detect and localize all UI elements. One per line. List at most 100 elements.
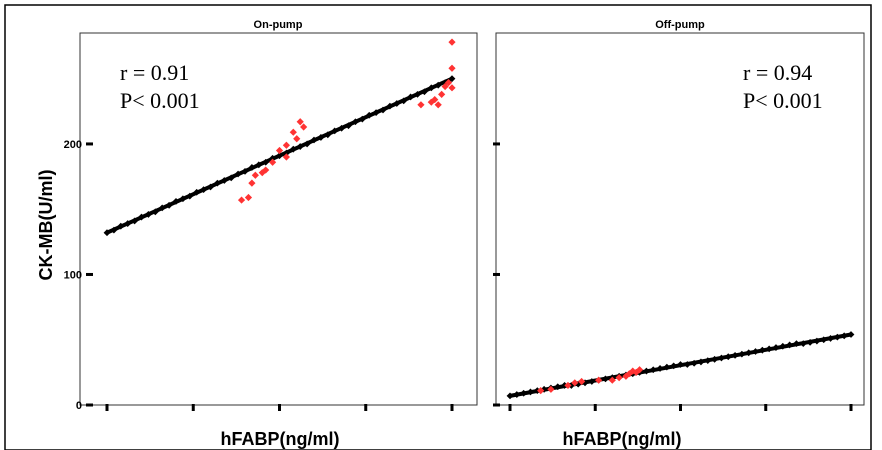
data-point — [441, 82, 449, 91]
fit-point — [690, 359, 698, 367]
annotation-r-on-pump: r = 0.91 — [120, 60, 189, 85]
fit-point — [718, 354, 725, 362]
fit-point — [186, 192, 194, 200]
fit-point — [276, 152, 283, 160]
fit-point — [643, 367, 650, 375]
fit-point — [289, 145, 297, 153]
fit-point — [670, 362, 678, 370]
fit-point — [448, 75, 456, 83]
fit-point — [407, 93, 414, 101]
fit-point — [758, 346, 766, 354]
fit-point — [165, 201, 173, 209]
fit-point — [269, 154, 276, 162]
fit-point — [214, 179, 221, 187]
fit-point — [779, 342, 787, 350]
data-point — [448, 38, 456, 46]
fit-point — [745, 349, 753, 357]
fit-point — [234, 170, 242, 178]
fit-point — [110, 226, 118, 234]
data-point — [289, 128, 297, 136]
fit-point — [255, 161, 263, 169]
fit-point — [513, 391, 521, 398]
fit-point — [520, 389, 528, 397]
fit-point — [220, 177, 228, 184]
fit-point — [697, 358, 705, 366]
fit-point — [145, 211, 152, 218]
y-tick-label: 0 — [76, 400, 82, 412]
fit-point — [400, 97, 408, 105]
fit-point — [813, 337, 821, 345]
data-point — [417, 101, 425, 109]
fit-point — [711, 355, 718, 363]
fit-point — [379, 106, 387, 114]
fit-point — [303, 140, 311, 148]
data-point — [564, 381, 572, 390]
fit-point — [365, 111, 373, 119]
fit-point — [772, 344, 780, 351]
fit-point — [138, 213, 145, 221]
fit-point — [704, 357, 712, 365]
fit-point — [677, 361, 684, 368]
fit-point — [506, 392, 514, 400]
y-tick-label: 100 — [64, 269, 82, 281]
fit-point — [172, 197, 180, 205]
data-point — [269, 158, 277, 166]
fit-point — [358, 115, 366, 123]
data-point — [262, 166, 270, 174]
data-point — [244, 193, 253, 202]
fit-point — [656, 365, 664, 372]
fit-point — [840, 332, 848, 340]
annotation-p-on-pump: P< 0.001 — [120, 88, 200, 113]
fit-point — [649, 366, 657, 374]
fit-point — [793, 340, 800, 348]
panel-title-off-pump: Off-pump — [655, 19, 705, 31]
fit-point — [193, 188, 201, 196]
data-point — [300, 123, 308, 131]
fit-point — [827, 335, 834, 342]
fit-point — [248, 164, 256, 171]
data-point — [427, 98, 435, 106]
data-point — [282, 153, 290, 161]
panel-title-on-pump: On-pump — [254, 19, 303, 31]
data-point — [608, 376, 616, 384]
data-point — [615, 373, 623, 382]
fit-point — [317, 134, 325, 141]
fit-point — [262, 158, 270, 166]
fit-point — [386, 102, 394, 110]
fit-point — [414, 90, 421, 98]
fit-point — [207, 183, 214, 191]
fit-point — [833, 333, 841, 341]
fit-point — [427, 84, 435, 92]
fit-point — [200, 186, 207, 194]
data-point — [237, 196, 246, 204]
fit-point — [765, 345, 773, 353]
fit-point — [820, 336, 828, 344]
data-point — [434, 101, 442, 109]
panel-on-pump: On-pump r = 0.91 P< 0.001 CK-MB(U/ml) hF… — [36, 19, 478, 449]
data-point — [578, 377, 586, 386]
fit-point — [602, 375, 609, 383]
data-point — [625, 370, 633, 378]
fit-point — [296, 143, 304, 150]
data-point — [431, 95, 439, 104]
fit-point — [124, 220, 132, 227]
fit-point — [421, 88, 428, 96]
fit-point — [310, 136, 318, 144]
fit-point — [554, 383, 562, 391]
data-point — [251, 171, 259, 179]
fit-point — [806, 338, 814, 346]
fit-point — [731, 352, 739, 359]
fit-point — [527, 388, 534, 396]
fit-point — [752, 348, 759, 355]
fit-point — [151, 208, 159, 216]
fit-point — [724, 353, 732, 361]
data-point — [547, 385, 555, 393]
x-axis-label-off-pump: hFABP(ng/ml) — [563, 429, 682, 449]
fit-point — [338, 124, 345, 132]
data-point — [448, 64, 456, 72]
fit-point — [393, 100, 401, 107]
fit-point — [179, 195, 187, 203]
fit-point — [283, 149, 290, 157]
data-point — [296, 118, 304, 126]
fit-point — [227, 174, 235, 182]
